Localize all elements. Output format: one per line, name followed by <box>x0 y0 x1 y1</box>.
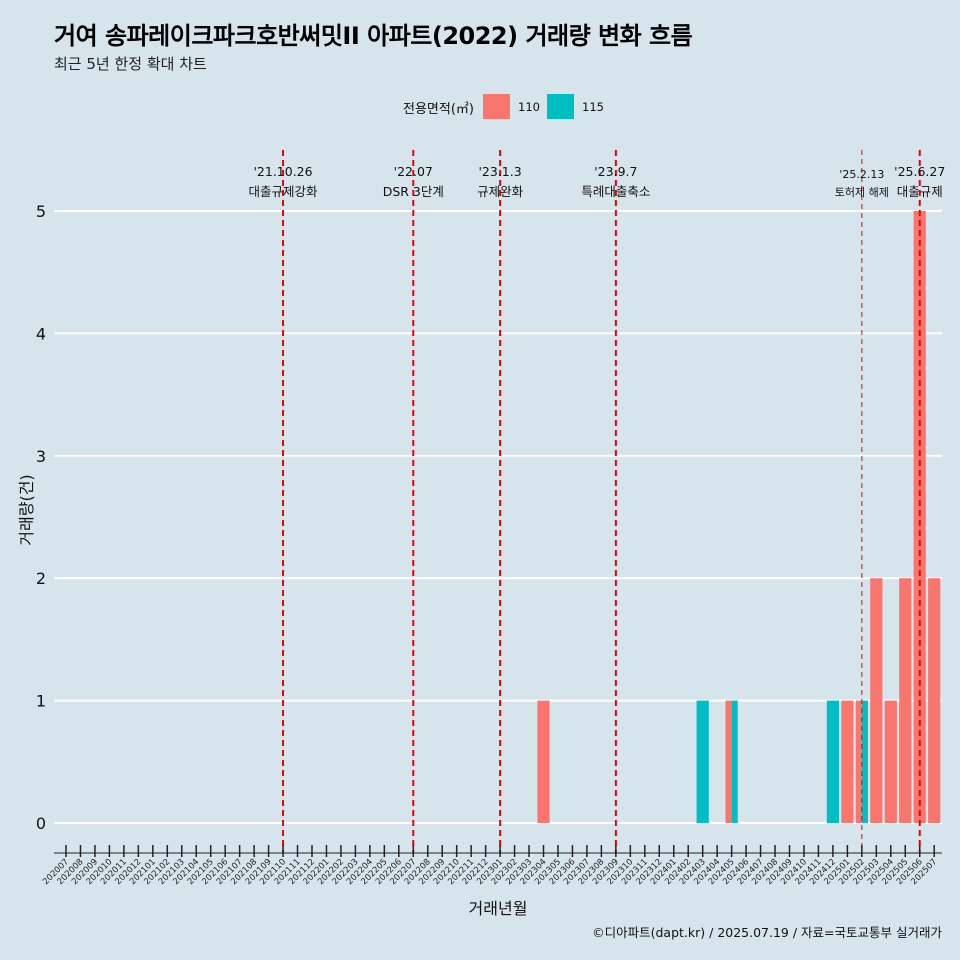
bar-110-202501 <box>841 700 854 823</box>
source-caption: ©디아파트(dapt.kr) / 2025.07.19 / 자료=국토교통부 실… <box>592 925 942 940</box>
bar-115-202412 <box>826 700 840 823</box>
bar-115-202502 <box>861 700 868 823</box>
event-date-label: '21.10.26 <box>253 164 312 179</box>
event-date-label: '25.2.13 <box>839 168 884 181</box>
bar-110-202505 <box>899 578 912 823</box>
event-name-label: 토허제 해제 <box>835 185 889 199</box>
bar-110-202504 <box>884 700 897 823</box>
bar-110-202507 <box>928 578 941 823</box>
event-name-label: 대출규제강화 <box>249 184 319 199</box>
y-tick-label: 1 <box>36 692 46 711</box>
bar-110-202304 <box>537 700 550 823</box>
event-date-label: '22.07 <box>394 164 433 179</box>
y-axis-title: 거래량(건) <box>17 474 36 545</box>
bar-110-202405 <box>725 700 732 823</box>
bar-110-202503 <box>870 578 883 823</box>
y-tick-label: 2 <box>36 569 46 588</box>
legend-label-110: 110 <box>518 100 540 114</box>
y-tick-label: 5 <box>36 202 46 221</box>
event-name-label: 규제완화 <box>477 184 524 199</box>
event-name-label: 특례대출축소 <box>581 184 650 199</box>
event-date-label: '25.6.27 <box>894 164 945 179</box>
bar-115-202403 <box>696 700 709 823</box>
legend-title: 전용면적(㎡) <box>403 102 474 117</box>
event-date-label: '23.1.3 <box>478 164 521 179</box>
event-name-label: DSR 3단계 <box>383 184 444 199</box>
legend-swatch-110 <box>483 94 510 119</box>
y-tick-label: 0 <box>36 814 46 833</box>
chart-title: 거여 송파레이크파크호반써밋II 아파트(2022) 거래량 변화 흐름 <box>54 22 693 50</box>
legend-label-115: 115 <box>582 100 604 114</box>
x-axis-title: 거래년월 <box>469 899 528 918</box>
bar-110-202506 <box>913 211 926 823</box>
y-tick-label: 3 <box>36 447 46 466</box>
event-date-label: '23.9.7 <box>594 164 637 179</box>
chart-subtitle: 최근 5년 한정 확대 차트 <box>54 55 207 73</box>
y-tick-label: 4 <box>36 324 46 343</box>
event-name-label: 대출규제 <box>897 184 943 199</box>
bar-115-202405 <box>731 700 738 823</box>
legend-swatch-115 <box>547 94 574 119</box>
bar-110-202502 <box>855 700 862 823</box>
